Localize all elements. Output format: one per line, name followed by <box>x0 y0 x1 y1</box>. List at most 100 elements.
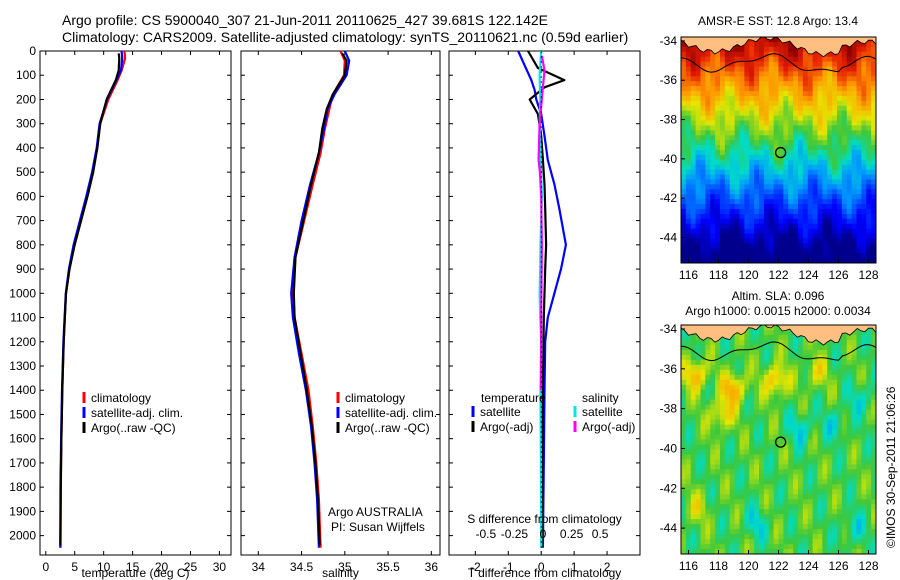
field-cell <box>837 464 843 470</box>
field-cell <box>759 253 765 259</box>
field-cell <box>695 444 702 451</box>
field-cell <box>768 524 775 530</box>
field-cell <box>807 71 814 77</box>
field-cell <box>788 419 794 426</box>
field-cell <box>846 258 853 263</box>
field-cell <box>788 169 794 176</box>
field-cell <box>700 164 706 171</box>
field-cell <box>685 439 692 446</box>
field-cell <box>807 51 814 58</box>
field-cell <box>685 489 692 495</box>
field-cell <box>681 110 687 117</box>
field-cell <box>754 105 760 112</box>
field-cell <box>768 519 775 525</box>
field-cell <box>861 218 867 225</box>
field-cell <box>754 384 760 391</box>
field-cell <box>798 76 804 82</box>
field-cell <box>754 534 760 540</box>
field-cell <box>768 374 775 381</box>
field-cell <box>710 474 716 480</box>
field-cell <box>827 238 833 244</box>
field-cell <box>822 404 828 411</box>
field-cell <box>759 524 765 530</box>
field-cell <box>866 208 872 215</box>
field-cell <box>715 243 721 249</box>
field-cell <box>837 199 843 205</box>
field-cell <box>749 419 755 426</box>
field-cell <box>837 228 843 235</box>
field-cell <box>705 369 711 376</box>
field-cell <box>700 529 706 535</box>
field-cell <box>837 184 843 190</box>
field-cell <box>846 46 853 53</box>
field-cell <box>807 454 814 461</box>
field-cell <box>841 120 848 127</box>
field-cell <box>793 228 799 235</box>
field-cell <box>861 519 867 525</box>
field-cell <box>759 494 765 500</box>
field-cell <box>744 179 750 185</box>
field-cell <box>749 489 755 495</box>
field-cell <box>778 379 784 386</box>
field-cell <box>841 228 848 235</box>
field-cell <box>685 100 692 107</box>
field-cell <box>773 529 780 535</box>
field-cell <box>700 359 706 366</box>
field-cell <box>705 499 711 505</box>
field-cell <box>871 514 876 520</box>
field-cell <box>827 130 833 136</box>
field-cell <box>788 115 794 122</box>
field-cell <box>700 464 706 470</box>
field-cell <box>768 399 775 406</box>
field-cell <box>802 479 809 485</box>
field-cell <box>783 194 789 200</box>
field-cell <box>778 504 784 510</box>
field-cell <box>681 194 687 200</box>
field-cell <box>729 479 736 485</box>
field-cell <box>793 91 799 97</box>
field-cell <box>861 194 867 200</box>
field-cell <box>832 464 838 470</box>
field-cell <box>846 409 853 416</box>
field-cell <box>866 344 872 351</box>
y-tick-label: 1000 <box>9 286 36 300</box>
field-cell <box>763 439 770 446</box>
field-cell <box>856 164 862 171</box>
field-cell <box>759 464 765 470</box>
field-cell <box>783 514 789 520</box>
field-cell <box>841 110 848 117</box>
field-cell <box>851 91 858 97</box>
field-cell <box>822 504 828 510</box>
field-cell <box>871 419 876 426</box>
field-cell <box>793 95 799 102</box>
field-cell <box>861 484 867 490</box>
field-cell <box>841 213 848 220</box>
field-cell <box>720 459 726 465</box>
field-cell <box>720 71 726 77</box>
field-cell <box>681 184 687 190</box>
field-cell <box>749 394 755 401</box>
field-cell <box>856 349 862 356</box>
field-cell <box>822 424 828 431</box>
field-cell <box>861 539 867 545</box>
field-cell <box>802 86 809 92</box>
field-cell <box>802 399 809 406</box>
field-cell <box>700 145 706 151</box>
field-cell <box>739 474 745 480</box>
legend-label: satellite <box>480 405 521 419</box>
field-cell <box>832 66 838 72</box>
field-cell <box>720 130 726 136</box>
field-cell <box>841 334 848 341</box>
field-cell <box>856 509 862 515</box>
field-cell <box>720 359 726 366</box>
field-cell <box>739 100 745 107</box>
field-cell <box>837 484 843 490</box>
field-cell <box>724 130 731 136</box>
field-cell <box>739 409 745 416</box>
field-cell <box>837 409 843 416</box>
field-cell <box>837 499 843 505</box>
field-cell <box>812 414 819 421</box>
field-cell <box>841 150 848 156</box>
field-cell <box>822 529 828 535</box>
field-cell <box>841 204 848 210</box>
